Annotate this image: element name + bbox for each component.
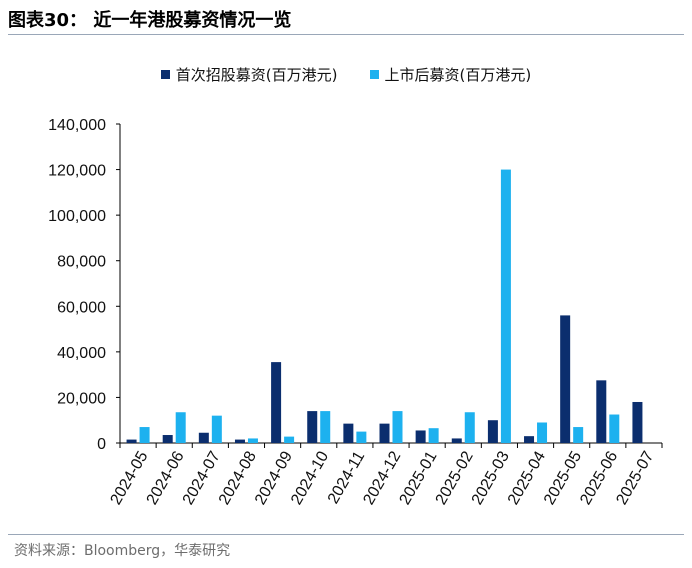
legend-swatch-follow-on (369, 69, 379, 79)
source-note: 资料来源：Bloomberg，华泰研究 (14, 543, 231, 559)
source-divider (8, 534, 684, 535)
bar-follow-on (247, 438, 258, 443)
bar-follow-on (211, 415, 222, 443)
bar-ipo (271, 362, 282, 443)
bar-ipo (487, 420, 498, 443)
bar-follow-on (537, 422, 548, 443)
bar-ipo (415, 430, 426, 443)
y-tick-label: 140,000 (48, 117, 106, 134)
bar-follow-on (320, 411, 331, 443)
legend-label-follow-on: 上市后募资(百万港元) (384, 65, 532, 84)
bar-follow-on (428, 428, 439, 443)
bar-follow-on (464, 412, 475, 443)
bar-ipo (632, 401, 643, 443)
bar-follow-on (573, 427, 584, 443)
bar-chart: 0 20,000 40,000 60,000 80,000 100,000 120,000 1… (48, 117, 663, 508)
bar-ipo (307, 411, 318, 443)
bar-ipo (560, 315, 571, 443)
bar-ipo (234, 439, 245, 443)
bar-ipo (343, 423, 354, 443)
y-tick-label: 0 (97, 436, 106, 453)
bar-ipo (524, 436, 535, 443)
bar-follow-on (392, 411, 403, 443)
legend-item-follow-on: 上市后募资(百万港元) (369, 64, 532, 85)
bar-ipo (126, 439, 137, 443)
y-tick-label: 60,000 (57, 299, 106, 316)
bar-follow-on (139, 427, 150, 443)
bar-follow-on (356, 431, 367, 443)
bar-ipo (451, 438, 462, 443)
y-tick-label: 80,000 (57, 254, 106, 271)
chart-title: 图表30： 近一年港股募资情况一览 (8, 10, 292, 31)
bar-follow-on (284, 436, 295, 443)
bar-follow-on (175, 412, 186, 443)
legend-item-ipo: 首次招股募资(百万港元) (160, 64, 338, 85)
bar-ipo (198, 432, 209, 443)
legend-label-ipo: 首次招股募资(百万港元) (175, 65, 338, 84)
bar-ipo (379, 423, 390, 443)
y-tick-label: 100,000 (48, 208, 106, 225)
bar-follow-on (609, 414, 620, 443)
title-divider (8, 34, 684, 35)
y-tick-label: 20,000 (57, 390, 106, 407)
legend-swatch-ipo (160, 69, 170, 79)
chart-legend: 首次招股募资(百万港元) 上市后募资(百万港元) (0, 62, 692, 86)
bar-ipo (596, 380, 607, 443)
bar-follow-on (500, 169, 511, 444)
bar-ipo (162, 435, 173, 443)
y-tick-label: 40,000 (57, 345, 106, 362)
y-tick-label: 120,000 (48, 163, 106, 180)
